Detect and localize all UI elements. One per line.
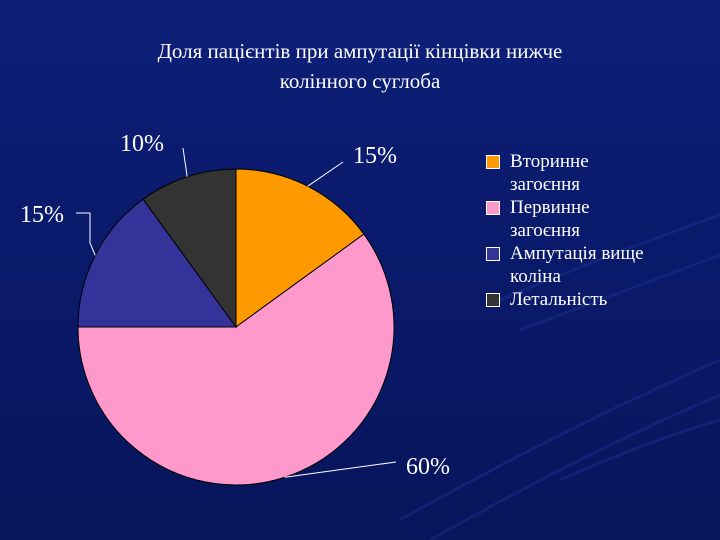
legend-label-cont: загоєння — [510, 220, 580, 241]
legend-swatch-blue — [486, 247, 500, 261]
legend-item-above-knee-amputation: Ампутація вище коліна — [486, 242, 696, 288]
leader-line-above-knee-amputation — [76, 212, 96, 256]
legend-label: Первинне — [510, 197, 590, 218]
data-label-mortality: 10% — [120, 131, 164, 157]
title-line-2: колінного суглоба — [279, 69, 441, 93]
legend-label: Летальність — [510, 289, 608, 310]
legend-item-mortality: Летальність — [486, 288, 696, 311]
legend-swatch-dark — [486, 293, 500, 307]
legend-swatch-pink — [486, 201, 500, 215]
leader-line-mortality — [182, 147, 188, 177]
legend-label-cont: загоєння — [510, 174, 580, 195]
pie-slice-secondary-healing — [235, 168, 365, 328]
legend-label: Ампутація вище — [510, 243, 644, 264]
leader-line-primary-healing — [284, 461, 397, 478]
legend-label-cont: коліна — [510, 266, 561, 287]
pie-slice-above-knee-amputation — [77, 198, 237, 328]
legend-item-primary-healing: Первинне загоєння — [486, 196, 696, 242]
slide-title: Доля пацієнтів при ампутації кінцівки ни… — [40, 36, 680, 96]
chart-legend: Вторинне загоєння Первинне загоєння Ампу… — [486, 150, 696, 311]
legend-item-secondary-healing: Вторинне загоєння — [486, 150, 696, 196]
legend-swatch-orange — [486, 155, 500, 169]
legend-label: Вторинне — [510, 151, 589, 172]
data-label-above-knee-amputation: 15% — [20, 202, 64, 228]
leader-line-secondary-healing — [307, 161, 344, 187]
data-label-primary-healing: 60% — [406, 454, 450, 480]
title-line-1: Доля пацієнтів при ампутації кінцівки ни… — [157, 39, 563, 63]
pie-slice-primary-healing — [77, 233, 395, 486]
data-label-secondary-healing: 15% — [353, 143, 397, 169]
